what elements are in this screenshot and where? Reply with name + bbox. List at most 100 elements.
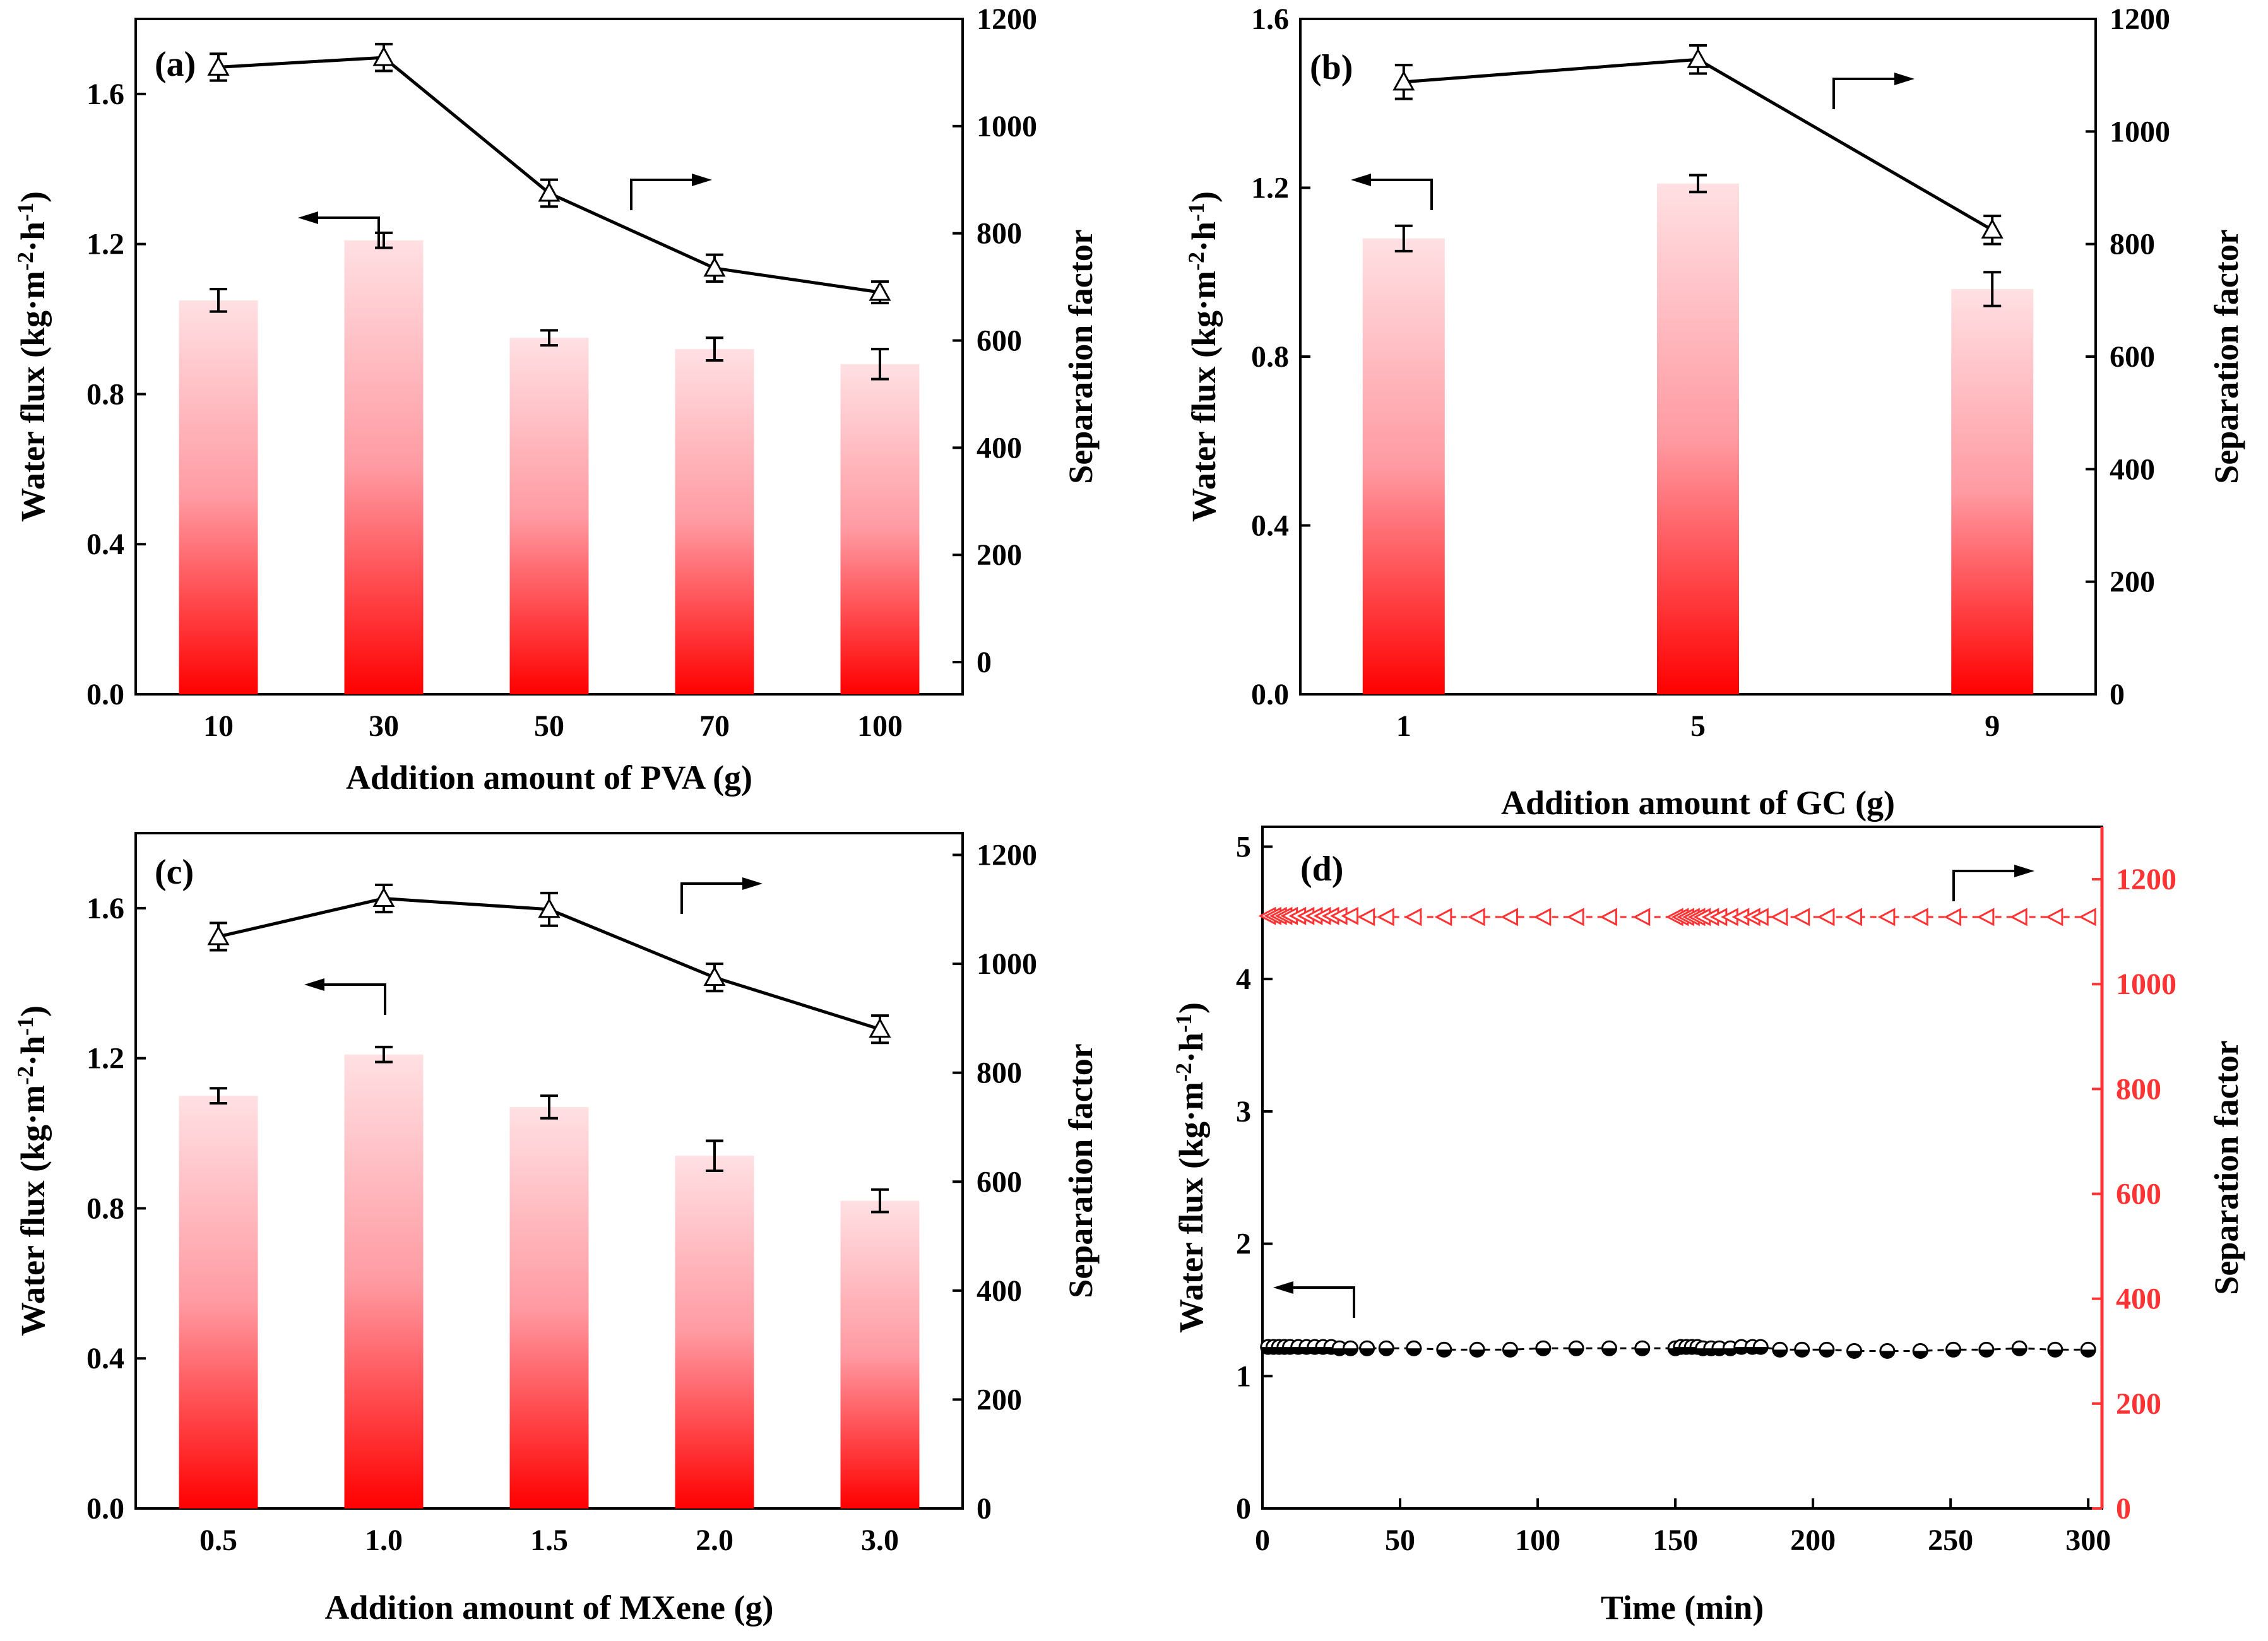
y-axis-left-label: Water flux (kg·m-2·h-1) <box>13 191 52 522</box>
flux-point-fill <box>1946 1349 1961 1357</box>
bar-error-bar <box>706 1139 723 1172</box>
separation-point <box>2045 908 2063 927</box>
arrow-left-axis-line <box>316 216 380 248</box>
separation-point <box>2009 908 2028 927</box>
x-tick-label: 1.5 <box>530 1524 568 1557</box>
separation-point <box>1566 908 1584 927</box>
left-tick-label: 1.2 <box>1251 172 1289 205</box>
bar-error-bar <box>1689 174 1707 194</box>
line-point <box>1392 70 1415 91</box>
right-tick-label: 200 <box>977 538 1022 572</box>
line-point <box>869 1017 891 1038</box>
x-tick-label: 100 <box>1515 1524 1560 1557</box>
right-tick-label: 1200 <box>977 839 1037 872</box>
flux-point-fill <box>1795 1349 1809 1357</box>
x-tick-label: 1.0 <box>365 1524 403 1557</box>
arrow-left-axis-head <box>304 978 324 991</box>
right-tick-label: 600 <box>977 1165 1022 1199</box>
x-tick-label: 5 <box>1690 709 1706 743</box>
left-tick-label: 0.8 <box>86 377 124 411</box>
x-tick-label: 50 <box>534 709 564 743</box>
bar <box>675 349 754 694</box>
x-tick-label: 0 <box>1255 1524 1270 1557</box>
left-tick-label: 0.8 <box>1251 340 1289 374</box>
arrow-left-axis-line <box>1369 179 1433 210</box>
flux-point-fill <box>1343 1348 1358 1356</box>
line-point <box>703 966 726 986</box>
left-tick-label: 2 <box>1236 1228 1251 1261</box>
left-tick-label: 0.0 <box>86 1492 124 1525</box>
flux-point-fill <box>2048 1349 2062 1357</box>
y-axis-right-label: Separation factor <box>1062 229 1100 483</box>
separation-point <box>1467 908 1485 927</box>
line-point <box>372 46 395 66</box>
y-axis-right-label: Separation factor <box>2207 229 2245 483</box>
x-tick-label: 50 <box>1385 1524 1415 1557</box>
right-tick-label: 1200 <box>977 3 1037 36</box>
right-tick-label: 400 <box>2110 453 2155 486</box>
separation-point <box>1341 906 1359 925</box>
line-point <box>372 887 395 908</box>
right-tick-label: 400 <box>977 431 1022 465</box>
separation-point <box>1944 908 1962 927</box>
right-tick-label: 1200 <box>2116 863 2176 896</box>
separation-point <box>1792 908 1810 927</box>
arrow-right-axis-line <box>630 179 694 210</box>
flux-point-fill <box>1847 1351 1861 1358</box>
separation-point <box>1600 908 1617 927</box>
separation-factor-line <box>218 56 881 294</box>
y-axis-left-label: Water flux (kg·m-2·h-1) <box>1171 1002 1210 1333</box>
bar-error-bar <box>1394 224 1413 252</box>
separation-point <box>2078 908 2096 927</box>
line-point <box>538 898 561 918</box>
right-tick-label: 0 <box>977 646 992 679</box>
line-point <box>869 281 891 301</box>
y-axis-right-label: Separation factor <box>2207 1040 2245 1294</box>
separation-point <box>1844 908 1863 927</box>
bar <box>675 1156 754 1508</box>
panel-c: 0.0 0.4 0.8 1.2 1.6 0 200 400 600 800 1000 1200 0.5 1… <box>13 832 1100 1626</box>
separation-point <box>1500 908 1518 927</box>
separation-point <box>1751 908 1769 927</box>
flux-point-fill <box>1723 1348 1738 1356</box>
line-point <box>1981 218 2004 239</box>
flux-point-fill <box>1569 1348 1584 1356</box>
separation-point <box>1910 908 1928 927</box>
separation-point <box>1817 908 1835 927</box>
panel-b: 0.0 0.4 0.8 1.2 1.6 0 200 400 600 800 1000 1200 1 5 9 A… <box>1184 3 2245 822</box>
right-tick-label: 0 <box>977 1492 992 1525</box>
bar-error-bar <box>210 288 227 313</box>
y-axis-left-label: Water flux (kg·m-2·h-1) <box>13 1005 52 1336</box>
arrow-left-axis-head <box>1351 174 1371 186</box>
right-tick-label: 600 <box>2116 1178 2161 1211</box>
x-tick-label: 9 <box>1985 709 2000 743</box>
right-tick-label: 1000 <box>977 110 1037 143</box>
bar-error-bar <box>540 329 558 347</box>
flux-point-fill <box>2081 1349 2096 1357</box>
flux-point-fill <box>1913 1351 1928 1358</box>
right-tick-label: 600 <box>2110 340 2155 374</box>
y-axis-right-label: Separation factor <box>1062 1043 1100 1298</box>
flux-point-fill <box>1635 1348 1649 1356</box>
left-tick-label: 1.6 <box>1251 3 1289 36</box>
bar <box>1951 289 2034 694</box>
flux-point-fill <box>1470 1349 1485 1357</box>
separation-point <box>1404 908 1422 927</box>
x-tick-label: 2.0 <box>696 1524 733 1557</box>
bar <box>179 1096 258 1508</box>
flux-point-fill <box>1503 1349 1517 1357</box>
separation-point <box>1434 908 1452 927</box>
flux-point-fill <box>1979 1349 1993 1357</box>
left-tick-label: 1 <box>1236 1360 1251 1393</box>
left-tick-label: 4 <box>1236 963 1251 996</box>
right-tick-label: 800 <box>977 1057 1022 1090</box>
x-tick-label: 3.0 <box>861 1524 899 1557</box>
right-tick-label: 800 <box>2116 1072 2161 1106</box>
left-tick-label: 0 <box>1236 1492 1251 1525</box>
x-tick-label: 200 <box>1790 1524 1836 1557</box>
bar <box>1362 238 1445 694</box>
left-tick-label: 5 <box>1236 830 1251 863</box>
panel-a: 0.0 0.4 0.8 1.2 1.6 0 200 400 600 800 1000 1200 10 30… <box>13 3 1100 797</box>
x-tick-label: 0.5 <box>199 1524 237 1557</box>
